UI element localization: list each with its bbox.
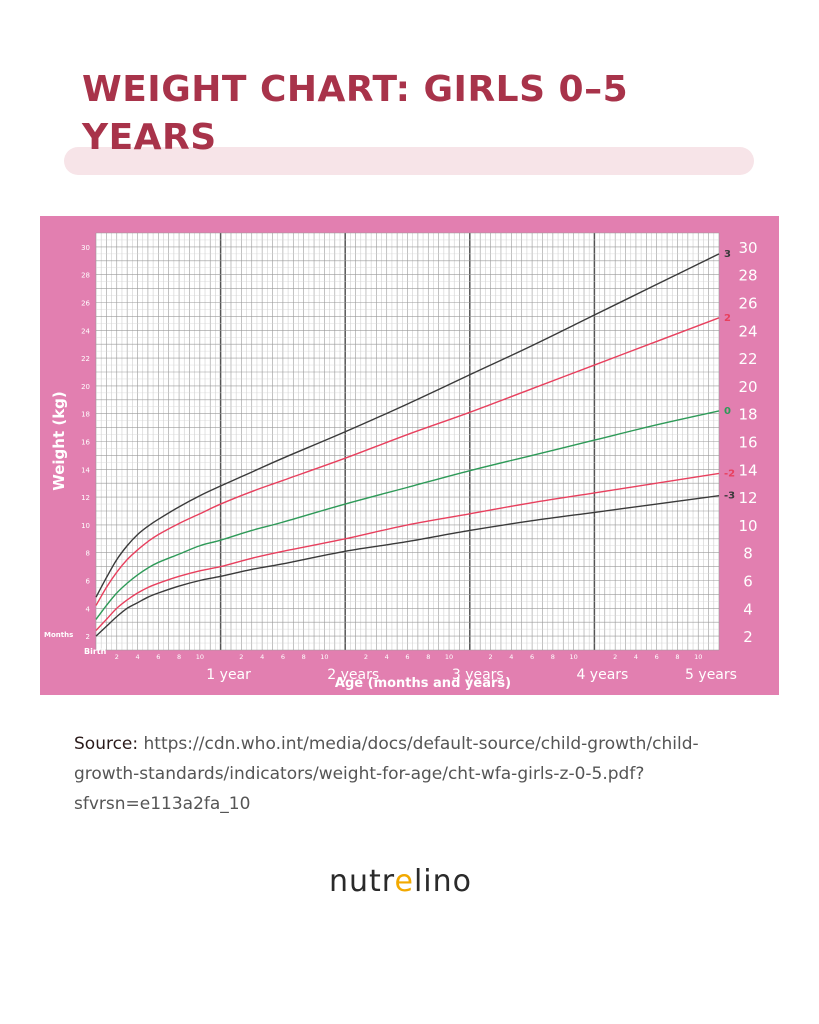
y-tick-label-left: 12 (81, 494, 90, 502)
y-axis-title: Weight (kg) (50, 391, 68, 491)
month-tick-label: 4 (634, 653, 638, 661)
y-tick-label-left: 6 (86, 578, 91, 586)
y-tick-label-right: 20 (738, 378, 757, 396)
month-tick-label: 8 (551, 653, 555, 661)
month-tick-label: 4 (385, 653, 389, 661)
y-tick-label-right: 26 (738, 295, 757, 313)
year-label: 1 year (206, 667, 251, 683)
month-tick-label: 2 (613, 653, 617, 661)
month-tick-label: 4 (509, 653, 513, 661)
y-tick-label-left: 10 (81, 522, 90, 530)
grid (95, 232, 720, 651)
y-tick-label-right: 30 (738, 239, 757, 257)
zscore-line-minus2 (95, 472, 720, 632)
zscore-label: 3 (724, 249, 731, 260)
month-tick-label: 2 (239, 653, 243, 661)
month-tick-label: 8 (426, 653, 430, 661)
birth-label: Birth (84, 647, 107, 656)
y-tick-label-left: 24 (81, 327, 90, 335)
month-tick-label: 6 (281, 653, 285, 661)
year-label: 5 years (685, 667, 737, 683)
month-tick-label: 2 (488, 653, 492, 661)
y-tick-label-left: 26 (81, 300, 90, 308)
nutrelino-logo: nutrelino (329, 864, 472, 900)
x-axis-title: Age (months and years) (335, 676, 511, 691)
month-tick-label: 10 (569, 653, 577, 661)
zscore-label: -3 (724, 491, 735, 502)
y-tick-label-right: 4 (743, 600, 753, 618)
y-tick-label-left: 20 (81, 383, 90, 391)
y-tick-label-left: 30 (81, 244, 90, 252)
month-tick-label: 6 (405, 653, 409, 661)
zscore-line-0 (95, 410, 720, 620)
weight-chart: 2 2 4 4 6 6 8 8 10 10 12 12 14 14 16 16 18 18 20 20 22 22 24 24… (40, 216, 779, 695)
month-tick-label: 8 (675, 653, 679, 661)
y-tick-label-right: 28 (738, 267, 757, 285)
y-tick-label-right: 24 (738, 322, 757, 340)
y-tick-label-right: 2 (743, 628, 753, 646)
y-tick-label-left: 2 (86, 633, 90, 641)
source-citation: Source: https://cdn.who.int/media/docs/d… (74, 729, 754, 819)
y-tick-label-right: 22 (738, 350, 757, 368)
zscore-line-2 (95, 317, 720, 606)
logo-text-start: nutr (329, 864, 395, 899)
month-tick-label: 10 (320, 653, 328, 661)
month-tick-label: 2 (364, 653, 368, 661)
y-tick-label-left: 28 (81, 272, 90, 280)
y-tick-label-right: 14 (738, 461, 757, 479)
zscore-label: 0 (724, 406, 731, 417)
y-tick-label-left: 14 (81, 466, 90, 474)
month-tick-label: 6 (156, 653, 160, 661)
month-tick-label: 10 (196, 653, 204, 661)
y-tick-label-left: 16 (81, 439, 90, 447)
month-tick-label: 8 (177, 653, 181, 661)
year-label: 4 years (576, 667, 628, 683)
y-tick-label-right: 18 (738, 406, 757, 424)
source-label: Source: (74, 734, 139, 754)
y-tick-label-right: 12 (738, 489, 757, 507)
months-axis-label: Months (44, 631, 73, 639)
logo-text-accent: e (394, 864, 414, 899)
y-tick-label-right: 16 (738, 434, 757, 452)
source-url[interactable]: https://cdn.who.int/media/docs/default-s… (74, 734, 699, 814)
y-tick-label-right: 6 (743, 573, 753, 591)
y-tick-label-right: 10 (738, 517, 757, 535)
zscore-line-3 (95, 253, 720, 598)
month-tick-label: 8 (302, 653, 306, 661)
month-tick-label: 2 (115, 653, 119, 661)
y-tick-label-left: 8 (86, 550, 90, 558)
year-label: 2 years (327, 667, 379, 683)
series-lines (95, 253, 720, 637)
month-tick-label: 6 (655, 653, 659, 661)
page-title: WEIGHT CHART: GIRLS 0–5 YEARS (82, 69, 629, 158)
y-tick-label-left: 4 (86, 605, 91, 613)
logo-text-end: lino (413, 864, 472, 899)
year-label: 3 years (452, 667, 504, 683)
zscore-line-minus3 (95, 495, 720, 637)
title-highlight-band (64, 147, 754, 175)
month-tick-label: 4 (260, 653, 264, 661)
month-tick-label: 4 (135, 653, 139, 661)
y-tick-label-left: 18 (81, 411, 90, 419)
zscore-label: -2 (724, 468, 735, 479)
month-tick-label: 6 (530, 653, 534, 661)
zscore-label: 2 (724, 313, 731, 324)
y-tick-label-right: 8 (743, 545, 753, 563)
y-tick-label-left: 22 (81, 355, 90, 363)
month-tick-label: 10 (694, 653, 702, 661)
month-tick-label: 10 (445, 653, 453, 661)
